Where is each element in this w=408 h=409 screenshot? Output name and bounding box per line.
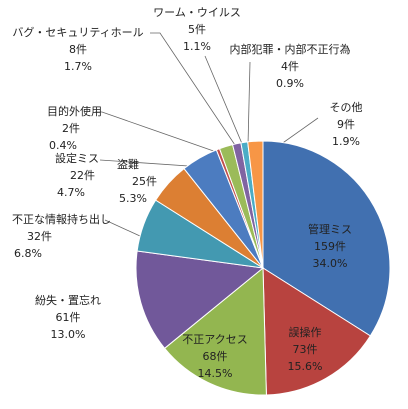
slice-label: 設定ミス (55, 151, 99, 165)
slice-label: 不正アクセス (182, 333, 247, 346)
value-label: 8件 (69, 43, 87, 56)
pie-slice (163, 266, 267, 396)
pie-slice (135, 250, 265, 350)
slice-label: 誤操作 (289, 325, 322, 339)
value-label: 22件 (70, 169, 95, 182)
percent-label: 1.1% (183, 40, 211, 53)
percent-label: 15.6% (288, 360, 323, 373)
slice-label: バグ・セキュリティホール (12, 25, 143, 39)
percent-label: 4.7% (57, 186, 85, 199)
pie-slice (262, 267, 372, 396)
value-label: 25件 (132, 175, 157, 188)
leader-line (150, 32, 238, 149)
value-label: 5件 (188, 23, 206, 36)
percent-label: 1.9% (332, 135, 360, 148)
percent-label: 0.4% (49, 139, 77, 152)
percent-label: 13.0% (51, 328, 86, 341)
slice-label: 管理ミス (308, 222, 352, 236)
pie-slice (262, 140, 391, 337)
leader-line (95, 111, 226, 156)
percent-label: 14.5% (198, 367, 233, 380)
percent-label: 1.7% (64, 60, 92, 73)
slice-label: 目的外使用 (47, 104, 102, 118)
slice-label: ワーム・ウイルス (153, 6, 241, 19)
slice-label: 不正な情報持ち出し (12, 212, 111, 226)
value-label: 73件 (293, 343, 318, 356)
value-label: 32件 (27, 230, 52, 243)
value-label: 9件 (337, 118, 355, 131)
value-label: 61件 (56, 311, 81, 324)
value-label: 2件 (62, 122, 80, 135)
pie-slice (247, 140, 264, 269)
slice-label: 盗難 (117, 158, 139, 171)
value-label: 4件 (281, 60, 299, 73)
percent-label: 6.8% (14, 247, 42, 260)
leader-line (247, 61, 251, 146)
percent-label: 0.9% (276, 77, 304, 90)
percent-label: 5.3% (119, 192, 147, 205)
slice-label: その他 (330, 101, 363, 114)
percent-label: 34.0% (313, 257, 348, 270)
slice-label: 紛失・置忘れ (35, 293, 101, 307)
leader-line (204, 55, 244, 147)
value-label: 68件 (203, 350, 228, 363)
slice-label: 内部犯罪・内部不正行為 (230, 42, 351, 56)
leader-line (104, 219, 141, 237)
value-label: 159件 (314, 240, 346, 253)
